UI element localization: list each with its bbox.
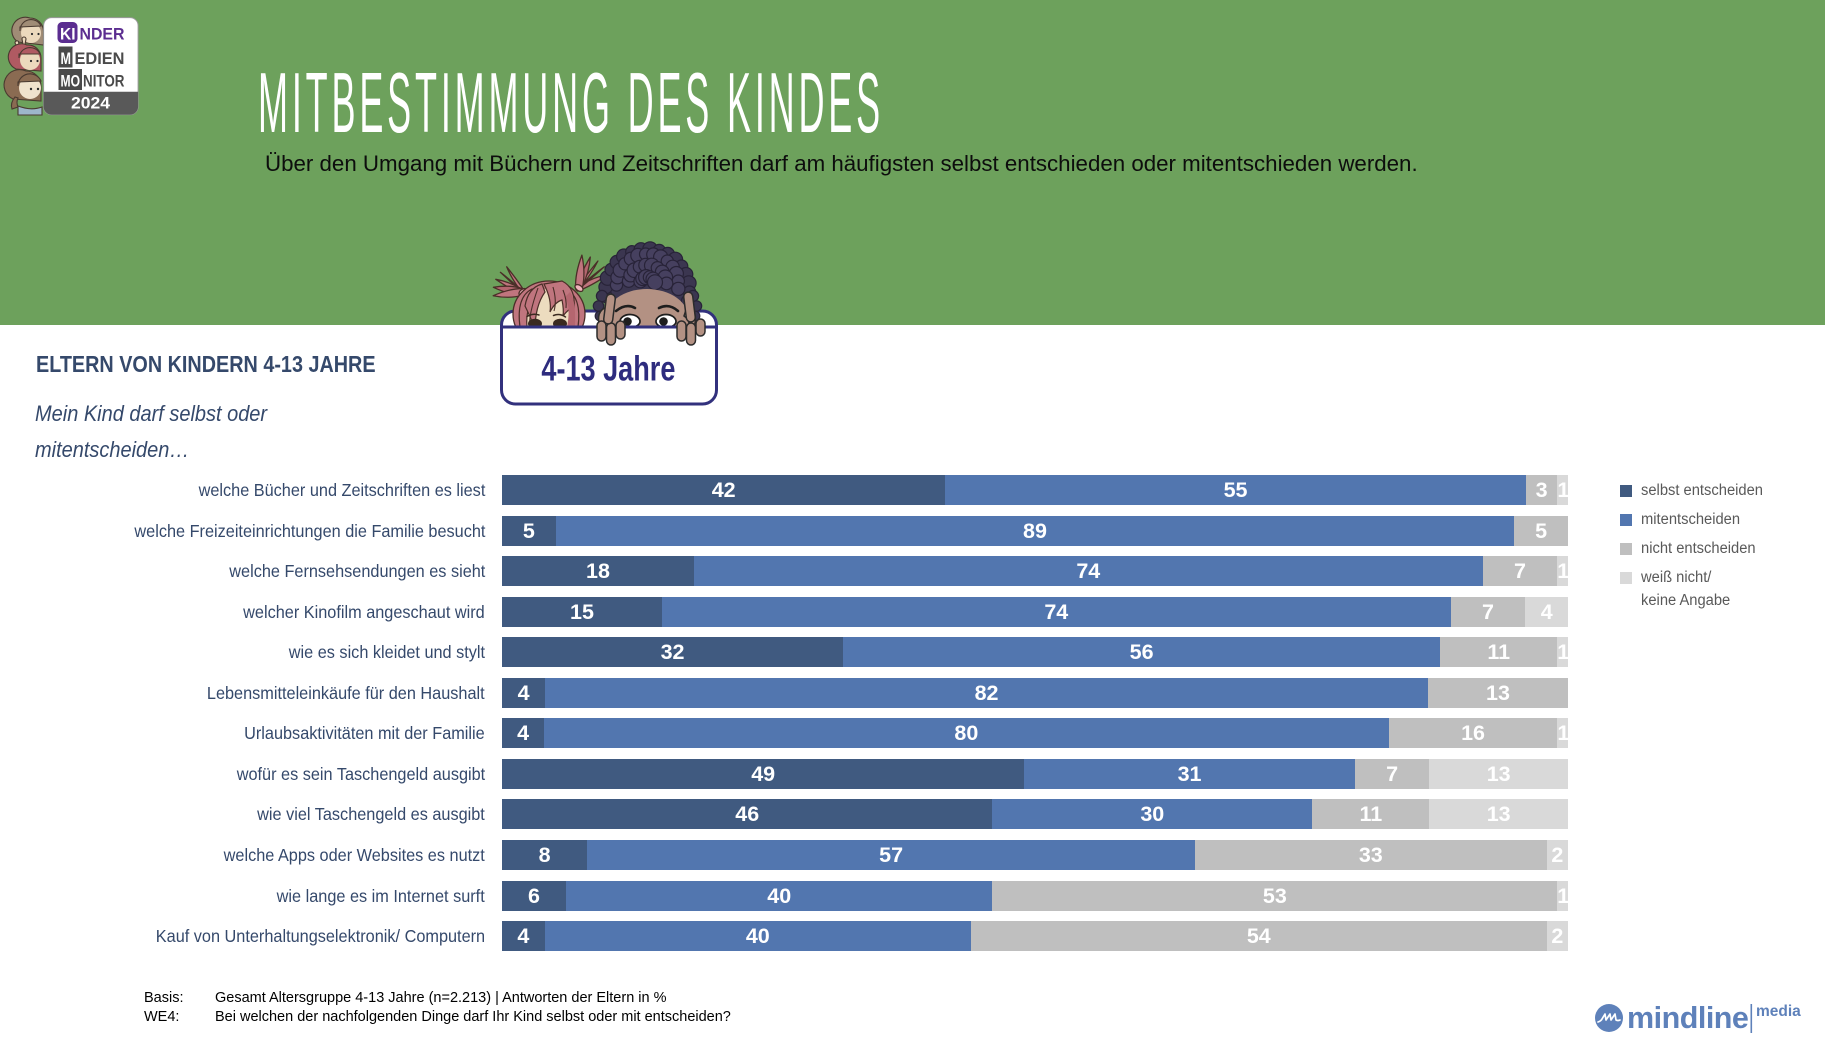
svg-text:EDIEN: EDIEN [75,49,125,68]
svg-text:2024: 2024 [71,94,111,113]
svg-text:MO: MO [61,72,81,91]
svg-text:KI: KI [60,25,76,44]
svg-text:media: media [1756,1003,1801,1020]
svg-text:NITOR: NITOR [83,72,125,91]
svg-text:NDER: NDER [80,25,125,44]
svg-text:mindline: mindline [1627,1001,1748,1035]
svg-text:4-13 Jahre: 4-13 Jahre [541,350,675,389]
svg-text:M: M [61,49,72,68]
